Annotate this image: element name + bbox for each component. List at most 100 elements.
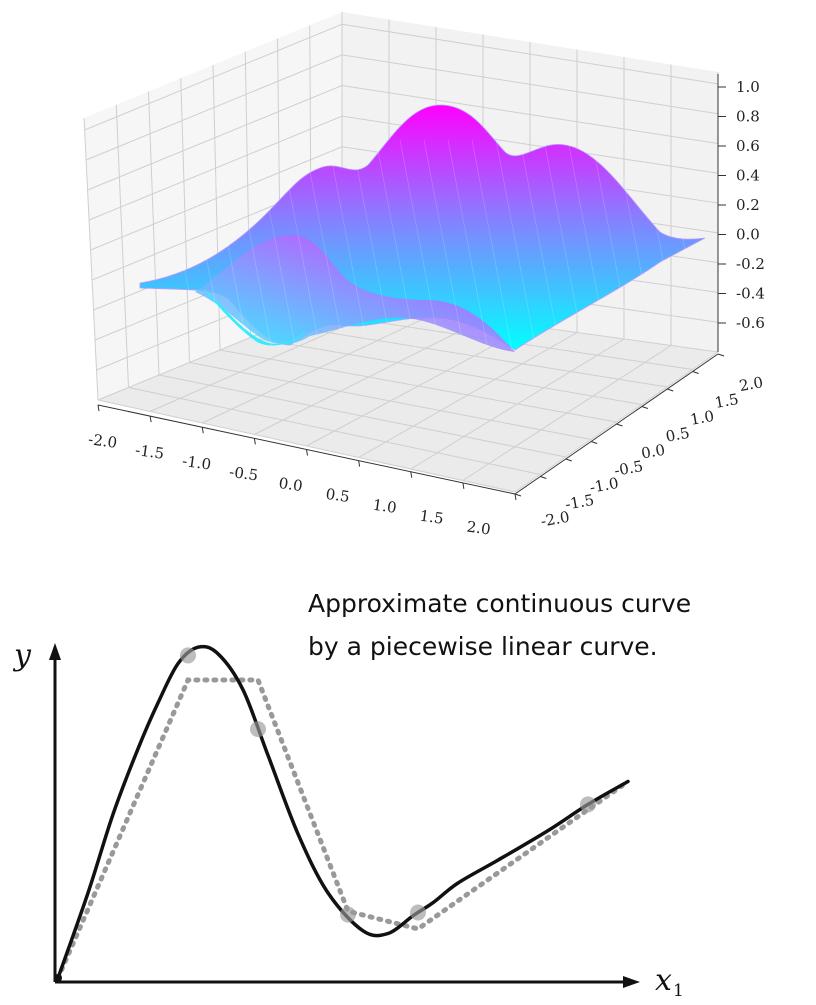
mesh-line (471, 139, 513, 351)
y-tick-mark (514, 493, 522, 497)
mesh-line (279, 139, 321, 351)
z-tick-labels: 1.0 0.8 0.6 0.4 0.2 0.0 -0.2 -0.4 -0.6 (718, 78, 765, 332)
mesh-line (351, 139, 393, 351)
mesh-line (183, 139, 225, 351)
mesh-line (567, 139, 609, 351)
z-tick-label: 0.0 (736, 226, 760, 244)
grid-line (115, 104, 129, 388)
grid-line (87, 85, 719, 191)
x-tick-mark (514, 493, 517, 501)
line-chart: Approximate continuous curve by a piecew… (12, 589, 691, 1001)
mesh-line (231, 139, 273, 351)
y-tick-mark (616, 423, 623, 427)
surface-cyan-dip (204, 289, 306, 346)
mesh-line (543, 139, 585, 351)
y-tick-label: -0.5 (613, 457, 645, 480)
grid-line (514, 351, 719, 493)
grid-line (462, 345, 672, 481)
y-tick-mark (641, 406, 649, 409)
y-tick-mark (540, 476, 547, 479)
y-tick-mark (565, 458, 572, 462)
y-axis-arrow (49, 643, 61, 660)
y-tick-label: 1.5 (713, 390, 740, 412)
mesh-line (591, 139, 633, 351)
x-tick-label: 2.0 (466, 517, 492, 538)
annotation-line-2: by a piecewise linear curve. (308, 632, 658, 661)
y-tick-mark (717, 353, 725, 357)
y-tick-mark (692, 371, 699, 374)
mesh-line (639, 139, 681, 351)
x-axis-arrow (623, 976, 640, 988)
y-tick-label: 0.5 (664, 424, 691, 446)
grid-line (410, 338, 625, 470)
grid-line (180, 78, 190, 363)
x-tick-mark (306, 449, 308, 456)
floor-pane (98, 300, 718, 492)
z-tick-label: -0.6 (736, 314, 765, 332)
breakpoint-marker (180, 647, 196, 664)
grid-line (85, 54, 719, 161)
grid-line (250, 337, 642, 405)
plot-area (54, 644, 631, 982)
grid-line (148, 91, 160, 376)
x-tick-label: -1.0 (181, 452, 212, 474)
grid-line (88, 115, 719, 221)
x-tick-label: 0.5 (325, 485, 351, 506)
x-tick-label: 1.5 (419, 507, 445, 528)
y-tick-label: 0.0 (640, 441, 667, 463)
mesh-line (615, 139, 657, 351)
x-tick-label: -0.5 (228, 463, 259, 485)
y-tick-label: -2.0 (539, 508, 571, 531)
mesh-line (303, 139, 345, 351)
surface-mesh (159, 139, 705, 351)
z-tick-label: -0.2 (736, 255, 765, 273)
y-tick-mark (667, 388, 674, 392)
x-tick-label: 0.0 (278, 474, 304, 495)
y-tick-label: -1.5 (564, 491, 596, 514)
y-tick-labels: -2.0-1.5-1.0-0.50.00.51.01.52.0 (514, 353, 765, 531)
x-tick-label: -2.0 (87, 430, 118, 452)
x-tick-mark (149, 416, 152, 423)
y-tick-label: 2.0 (738, 373, 765, 395)
x-tick-mark (201, 427, 204, 434)
z-tick-label: 1.0 (736, 78, 760, 96)
x-tick-label: -1.5 (134, 441, 165, 463)
grid-line (84, 23, 719, 131)
grid-line (358, 332, 578, 458)
breakpoint-marker (410, 904, 426, 921)
breakpoint-marker (580, 796, 596, 813)
z-tick-label: 0.8 (736, 108, 760, 126)
x-tick-mark (462, 482, 465, 489)
z-tick-label: 0.6 (736, 137, 760, 155)
mesh-line (447, 139, 489, 351)
y-axis-label: y (12, 638, 32, 673)
mesh-line (495, 139, 537, 351)
series-piecewise-linear (55, 677, 631, 981)
y-tick-label: -1.0 (588, 474, 620, 497)
x-tick-mark (410, 471, 413, 478)
z-tick-label: -0.4 (736, 285, 765, 303)
mesh-line (663, 139, 705, 351)
mesh-line (375, 139, 417, 351)
mesh-line (255, 139, 297, 351)
mesh-line (423, 139, 465, 351)
surface-chart: -2.0 -1.5 -1.0 -0.5 0.00.51.01.52.0 -2.0-1.5… (83, 12, 765, 539)
mesh-line (519, 139, 561, 351)
x-tick-mark (358, 460, 361, 467)
x-tick-labels: -2.0 -1.5 -1.0 -0.5 0.0 0.5 1.0 1.5 2.0 (87, 404, 517, 539)
x-axis-label: x (655, 963, 672, 998)
x-axis-label-subscript: 1 (673, 981, 684, 1001)
grid-line (280, 324, 668, 388)
x-tick-mark (97, 404, 100, 412)
mesh-line (327, 139, 369, 351)
x-tick-label: 1.0 (372, 496, 398, 517)
y-tick-label: 1.0 (689, 407, 716, 429)
annotation-line-1: Approximate continuous curve (308, 589, 691, 618)
x-tick-mark (253, 438, 256, 445)
mesh-line (399, 139, 441, 351)
grid-line (83, 117, 99, 401)
z-tick-label: 0.2 (736, 196, 760, 214)
series-continuous-curve (56, 644, 630, 980)
z-tick-label: 0.4 (736, 167, 760, 185)
